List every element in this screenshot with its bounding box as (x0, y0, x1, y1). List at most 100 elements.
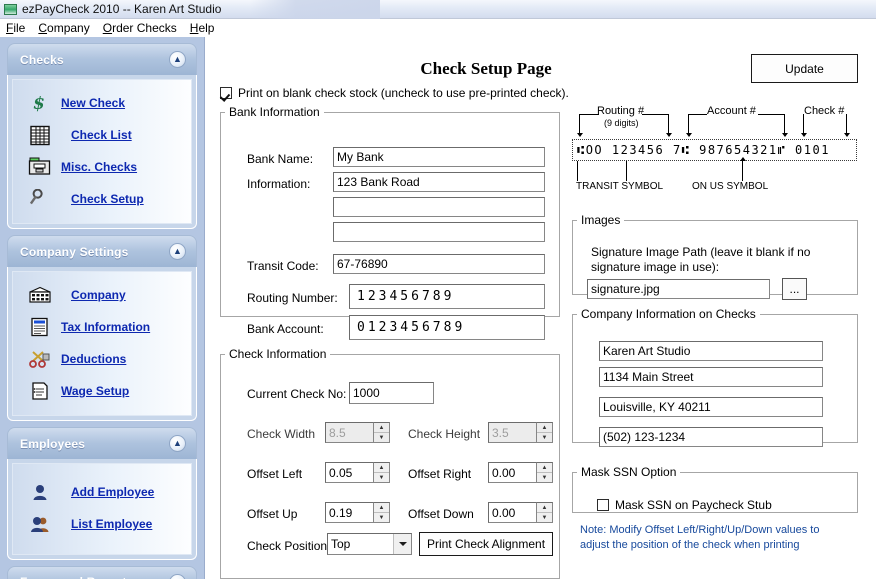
wrench-icon (25, 187, 55, 211)
stepper-up-icon[interactable]: ▲ (537, 503, 552, 513)
sidebar-item-label[interactable]: Check List (71, 128, 132, 142)
offset-left-stepper-buttons[interactable]: ▲ ▼ (373, 462, 390, 483)
offset-down-stepper[interactable]: 0.00 ▲ ▼ (488, 502, 553, 523)
update-button-label: Update (785, 61, 824, 76)
leader-line (742, 161, 743, 181)
bracket-line (803, 114, 804, 134)
offset-down-value[interactable]: 0.00 (488, 502, 536, 523)
bracket-line (642, 114, 668, 115)
sidebar-panel-header-checks[interactable]: Checks ▲ (7, 43, 197, 75)
sidebar-item-check-setup[interactable]: Check Setup (17, 183, 187, 215)
mask-ssn-checkbox[interactable] (597, 499, 609, 511)
sidebar-item-tax-information[interactable]: Tax Information (17, 311, 187, 343)
sidebar-panel-title: Checks (20, 52, 64, 67)
browse-signature-button[interactable]: ... (782, 278, 807, 300)
sidebar-panel-header-employees[interactable]: Employees ▲ (7, 427, 197, 459)
chevron-down-icon[interactable]: ▼ (169, 574, 186, 579)
offset-left-stepper[interactable]: 0.05 ▲ ▼ (325, 462, 390, 483)
signature-path-input[interactable]: signature.jpg (587, 279, 770, 299)
sidebar-item-label[interactable]: List Employee (71, 517, 153, 531)
menu-item-file[interactable]: File (6, 20, 26, 35)
information-line2-input[interactable] (333, 197, 545, 217)
current-check-no-input[interactable]: 1000 (349, 382, 434, 404)
sidebar-item-new-check[interactable]: $ New Check (17, 87, 187, 119)
sidebar-item-label[interactable]: Deductions (61, 352, 127, 366)
stepper-up-icon[interactable]: ▲ (374, 463, 389, 473)
transit-code-input[interactable]: 67-76890 (333, 254, 545, 274)
stepper-down-icon[interactable]: ▼ (378, 514, 385, 521)
offset-up-stepper[interactable]: 0.19 ▲ ▼ (325, 502, 390, 523)
offset-right-stepper[interactable]: 0.00 ▲ ▼ (488, 462, 553, 483)
information-line3-input[interactable] (333, 222, 545, 242)
company-line3-input[interactable]: Louisville, KY 40211 (599, 397, 823, 417)
chevron-up-icon[interactable]: ▲ (169, 435, 186, 452)
sidebar-item-company[interactable]: Company (17, 279, 187, 311)
menu-item-order-checks[interactable]: Order Checks (102, 20, 177, 35)
information-line1-input[interactable]: 123 Bank Road (333, 172, 545, 192)
stepper-down-icon[interactable]: ▼ (541, 514, 548, 521)
stepper-down-icon[interactable]: ▼ (541, 474, 548, 481)
sidebar-item-check-list[interactable]: Check List (17, 119, 187, 151)
print-blank-stock-row[interactable]: Print on blank check stock (uncheck to u… (220, 86, 569, 100)
title-bar-overlay (250, 0, 380, 19)
offset-right-stepper-buttons[interactable]: ▲ ▼ (536, 462, 553, 483)
offset-down-stepper-buttons[interactable]: ▲ ▼ (536, 502, 553, 523)
sidebar-item-label[interactable]: Misc. Checks (61, 160, 138, 174)
menu-item-company[interactable]: Company (38, 20, 90, 35)
check-height-value: 3.5 (488, 422, 536, 443)
company-line4-input[interactable]: (502) 123-1234 (599, 427, 823, 447)
check-height-stepper-buttons: ▲ ▼ (536, 422, 553, 443)
offset-left-value[interactable]: 0.05 (325, 462, 373, 483)
bank-name-input[interactable]: My Bank (333, 147, 545, 167)
bank-name-label: Bank Name: (247, 152, 314, 166)
sidebar-item-label[interactable]: Tax Information (61, 320, 151, 334)
app-icon (4, 3, 17, 15)
sidebar-item-list-employee[interactable]: List Employee (17, 508, 187, 540)
sidebar-item-label[interactable]: Wage Setup (61, 384, 130, 398)
sidebar-item-label[interactable]: New Check (61, 96, 126, 110)
offset-up-stepper-buttons[interactable]: ▲ ▼ (373, 502, 390, 523)
mask-ssn-row[interactable]: Mask SSN on Paycheck Stub (597, 498, 772, 512)
sidebar-item-wage-setup[interactable]: Wage Setup (17, 375, 187, 407)
sidebar-item-add-employee[interactable]: Add Employee (17, 476, 187, 508)
menu-item-help[interactable]: Help (189, 20, 215, 35)
bank-account-input[interactable]: 0123456789 (349, 315, 545, 340)
offset-right-value[interactable]: 0.00 (488, 462, 536, 483)
check-position-value[interactable]: Top (331, 537, 351, 551)
sidebar-panel-title: Forms and Reports (20, 575, 133, 579)
company-line2-input[interactable]: 1134 Main Street (599, 367, 823, 387)
sidebar-item-label[interactable]: Add Employee (71, 485, 155, 499)
sidebar-panel-header-forms-and-reports[interactable]: Forms and Reports ▼ (7, 566, 197, 579)
company-line1-input[interactable]: Karen Art Studio (599, 341, 823, 361)
chevron-up-icon[interactable]: ▲ (169, 243, 186, 260)
bracket-line (758, 114, 784, 115)
building-icon (25, 283, 55, 307)
sidebar-item-deductions[interactable]: Deductions (17, 343, 187, 375)
micr-account-label: Account # (707, 105, 756, 117)
offset-up-value[interactable]: 0.19 (325, 502, 373, 523)
sidebar-panel-inner: Add Employee List Employee (12, 463, 192, 555)
check-position-select[interactable]: Top (327, 533, 412, 555)
update-button[interactable]: Update (751, 54, 858, 83)
print-blank-stock-checkbox[interactable] (220, 87, 232, 99)
stepper-down-icon[interactable]: ▼ (378, 474, 385, 481)
offset-note-line1: Note: Modify Offset Left/Right/Up/Down v… (580, 524, 820, 536)
routing-number-input[interactable]: 123456789 (349, 284, 545, 309)
sidebar-item-misc-checks[interactable]: Misc. Checks (17, 151, 187, 183)
sidebar: Checks ▲ $ New Check (0, 37, 205, 579)
chevron-down-icon[interactable] (393, 534, 411, 554)
stepper-up-icon[interactable]: ▲ (537, 463, 552, 473)
sidebar-item-label[interactable]: Company (71, 288, 126, 302)
bracket-line (784, 114, 785, 134)
sidebar-item-label[interactable]: Check Setup (71, 192, 144, 206)
sidebar-panel-body-employees: Add Employee List Employee (7, 459, 197, 560)
stepper-down-icon: ▼ (378, 434, 385, 441)
print-check-alignment-button[interactable]: Print Check Alignment (419, 532, 553, 556)
sidebar-panel-header-company-settings[interactable]: Company Settings ▲ (7, 235, 197, 267)
sidebar-panel-employees: Employees ▲ Add Employee (7, 427, 197, 560)
multiple-people-icon (25, 512, 55, 536)
chevron-up-icon[interactable]: ▲ (169, 51, 186, 68)
stepper-up-icon: ▲ (537, 423, 552, 433)
stepper-up-icon[interactable]: ▲ (374, 503, 389, 513)
arrow-down-icon (666, 133, 672, 137)
